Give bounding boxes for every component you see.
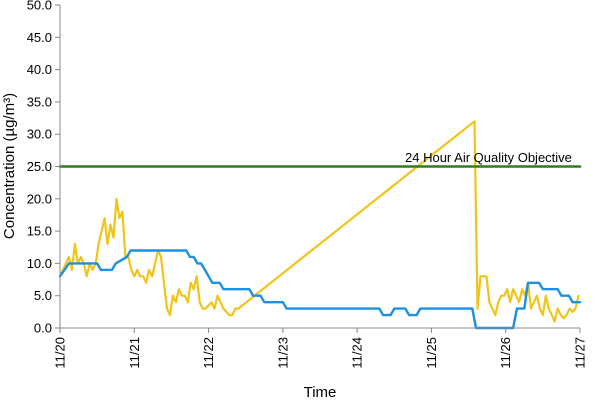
x-tick-label: 11/27	[573, 337, 588, 369]
y-tick-label: 50.0	[27, 0, 52, 13]
series-line-blue	[58, 249, 582, 330]
x-tick-label: 11/23	[275, 337, 290, 369]
x-tick-label: 11/26	[498, 337, 513, 369]
x-tick-label: 11/21	[127, 337, 142, 369]
y-tick-label: 0.0	[34, 321, 52, 336]
y-tick-label: 15.0	[27, 224, 52, 239]
y-tick-label: 30.0	[27, 127, 52, 142]
y-tick-label: 20.0	[27, 191, 52, 206]
y-axis-title: Concentration (µg/m³)	[1, 93, 18, 239]
series-line-yellow	[58, 120, 580, 323]
plot-lines	[58, 120, 582, 330]
y-tick-label: 10.0	[27, 256, 52, 271]
x-ticks: 11/20 11/21 11/22 11/23 11/24 11/25 11/26 11/27	[53, 328, 588, 369]
y-tick-label: 45.0	[27, 30, 52, 45]
x-tick-label: 11/20	[53, 337, 68, 369]
y-tick-label: 35.0	[27, 94, 52, 109]
x-tick-label: 11/22	[201, 337, 216, 369]
objective-annotation: 24 Hour Air Quality Objective	[405, 150, 572, 165]
y-tick-label: 5.0	[34, 288, 52, 303]
y-tick-label: 40.0	[27, 62, 52, 77]
x-tick-label: 11/24	[350, 337, 365, 369]
y-tick-label: 25.0	[27, 159, 52, 174]
x-tick-label: 11/25	[424, 337, 439, 369]
x-axis-title: Time	[304, 384, 337, 400]
y-ticks: 0.0 5.0 10.0 15.0 20.0 25.0 30.0 35.0 40.0 45.0 50…	[27, 0, 60, 336]
